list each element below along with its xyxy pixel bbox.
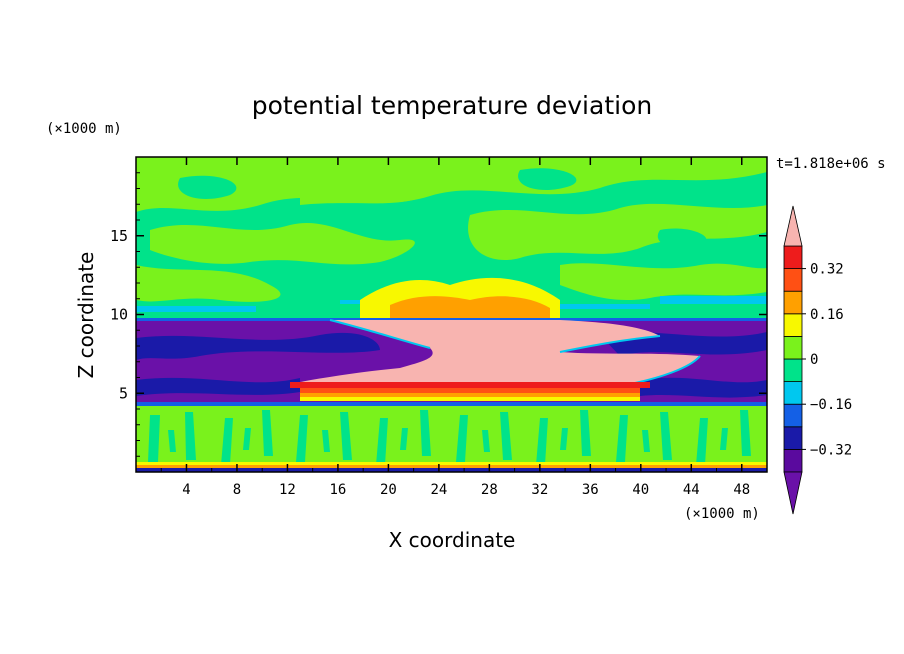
colorbar-segment	[783, 448, 803, 473]
lower-layer-streaks	[148, 410, 751, 465]
colorbar-segment	[783, 381, 803, 405]
colorbar-segment	[783, 290, 803, 315]
colorbar-segment	[783, 245, 803, 270]
time-label: t=1.818e+06 s	[776, 156, 886, 172]
colorbar-over-arrow	[783, 205, 803, 247]
y-axis: 5 10 15	[110, 172, 767, 457]
colorbar: 0.32 0.16 0 −0.16 −0.32	[783, 205, 852, 515]
warm-core-base	[290, 382, 650, 401]
warm-plume-orange	[390, 296, 550, 320]
x-tick-label: 48	[733, 482, 750, 498]
colorbar-segment	[783, 426, 803, 450]
heatmap-field	[136, 157, 767, 472]
x-tick-label: 20	[380, 482, 397, 498]
y-axis-title: Z coordinate	[74, 252, 98, 379]
x-tick-label: 44	[683, 482, 700, 498]
x-tick-label: 40	[632, 482, 649, 498]
cold-layer-bands	[136, 332, 767, 398]
chart-title: potential temperature deviation	[252, 91, 652, 120]
colorbar-segment	[783, 403, 803, 428]
x-tick-label: 16	[329, 482, 346, 498]
x-axis-title: X coordinate	[389, 528, 516, 552]
x-axis: 4 8 12 16 20 24 28 32 36 40 44 48	[160, 157, 750, 498]
colorbar-under-arrow	[783, 471, 803, 515]
colorbar-tick-label: 0	[810, 352, 818, 368]
x-tick-label: 24	[430, 482, 447, 498]
colorbar-tick-label: 0.16	[810, 307, 844, 323]
colorbar-tick-label: −0.32	[810, 442, 852, 458]
x-tick-label: 8	[233, 482, 241, 498]
y-tick-label: 5	[119, 384, 128, 402]
x-unit-label: (×1000 m)	[684, 506, 760, 522]
x-tick-label: 4	[182, 482, 190, 498]
upper-layer	[136, 157, 767, 302]
colorbar-tick-label: −0.16	[810, 397, 852, 413]
y-tick-label: 10	[110, 306, 128, 324]
x-tick-label: 36	[582, 482, 599, 498]
upper-patches	[178, 168, 707, 249]
x-tick-label: 32	[531, 482, 548, 498]
colorbar-segment	[783, 358, 803, 383]
colorbar-tick-label: 0.32	[810, 262, 844, 278]
surface-band	[136, 462, 767, 472]
warm-core	[290, 320, 700, 384]
colorbar-segment	[783, 335, 803, 360]
x-tick-label: 28	[481, 482, 498, 498]
colorbar-segment	[783, 268, 803, 292]
x-tick-label: 12	[279, 482, 296, 498]
colorbar-segment	[783, 313, 803, 337]
y-unit-label: (×1000 m)	[46, 121, 122, 137]
y-tick-label: 15	[110, 227, 128, 245]
cold-layer-edge	[136, 318, 767, 406]
